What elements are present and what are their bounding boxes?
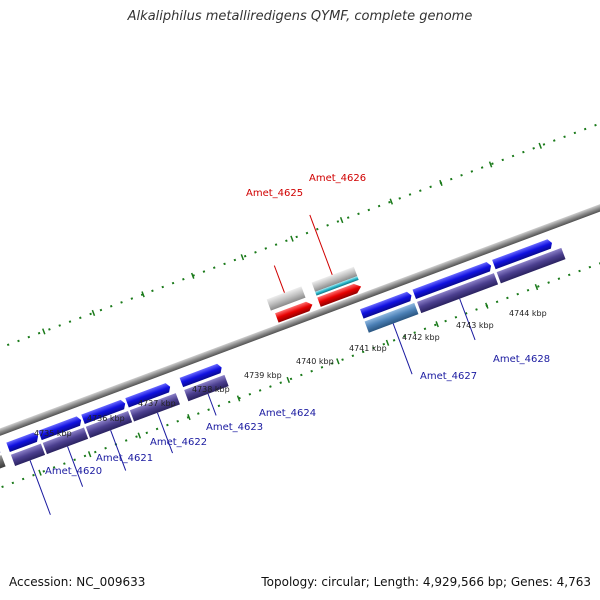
map-title: Alkaliphilus metalliredigens QYMF, compl…	[127, 9, 473, 24]
gene-amet-4621-cds[interactable]	[38, 415, 83, 441]
gene-amet-4620-feature[interactable]	[10, 443, 46, 467]
genome-backbone	[0, 190, 600, 450]
gene-label-amet-4622[interactable]: Amet_4622	[150, 437, 207, 448]
kbp-label: 4741 kbp	[349, 344, 387, 353]
kbp-label: 4742 kbp	[402, 333, 440, 342]
gene-amet-4628-cds[interactable]	[412, 261, 493, 300]
map-track	[0, 118, 600, 515]
gene-labels: Amet_4620 Amet_4621 Amet_4622 Amet_4623 …	[45, 173, 550, 477]
leader-lines	[29, 214, 476, 515]
gene-amet-4623-cds[interactable]	[125, 382, 172, 408]
gene-label-amet-4626[interactable]: Amet_4626	[309, 173, 366, 184]
gene-amet-4626-feature[interactable]	[311, 266, 358, 292]
kbp-label: 4737 kbp	[138, 399, 176, 408]
kbp-labels: 4735 kbp 4736 kbp 4737 kbp 4738 kbp 4739…	[34, 309, 547, 438]
outer-tick-ring	[0, 118, 600, 374]
inner-tick-ring	[0, 241, 600, 496]
gene-label-amet-4627[interactable]: Amet_4627	[420, 371, 477, 382]
gene-amet-4627-feature[interactable]	[364, 302, 419, 333]
gene-label-amet-4620[interactable]: Amet_4620	[45, 466, 102, 477]
accession-text: Accession: NC_009633	[9, 575, 146, 589]
inner-feature-track	[0, 238, 566, 478]
genome-summary-text: Topology: circular; Length: 4,929,566 bp…	[261, 575, 591, 589]
gene-amet-4625-feature[interactable]	[266, 286, 306, 311]
kbp-label: 4744 kbp	[509, 309, 547, 318]
gene-cds[interactable]	[492, 238, 554, 270]
gene-feature[interactable]	[496, 247, 566, 284]
gene-label-amet-4623[interactable]: Amet_4623	[206, 422, 263, 433]
gene-amet-4626-cds[interactable]	[317, 282, 363, 307]
gene-amet-4628-feature[interactable]	[417, 273, 499, 314]
kbp-label: 4740 kbp	[296, 357, 334, 366]
gene-amet-4623-feature[interactable]	[129, 393, 180, 422]
gene-label-amet-4628[interactable]: Amet_4628	[493, 354, 550, 365]
gene-label-amet-4621[interactable]: Amet_4621	[96, 453, 153, 464]
gene-label-amet-4624[interactable]: Amet_4624	[259, 408, 316, 419]
gene-feature[interactable]	[0, 455, 6, 478]
gene-amet-4620-cds[interactable]	[6, 431, 39, 452]
gene-amet-4624-cds[interactable]	[179, 363, 224, 388]
gene-label-amet-4625[interactable]: Amet_4625	[246, 188, 303, 199]
kbp-label: 4735 kbp	[34, 429, 72, 438]
gene-amet-4622-feature[interactable]	[85, 411, 133, 439]
kbp-label: 4739 kbp	[244, 371, 282, 380]
gene-amet-4625-cds[interactable]	[275, 300, 314, 323]
gene-amet-4626-rna[interactable]	[315, 276, 359, 296]
gene-amet-4624-feature[interactable]	[184, 374, 229, 402]
kbp-label: 4738 kbp	[192, 385, 230, 394]
gene-amet-4622-cds[interactable]	[81, 399, 127, 424]
kbp-label: 4743 kbp	[456, 321, 494, 330]
kbp-label: 4736 kbp	[87, 414, 125, 423]
outer-feature-track	[266, 266, 363, 323]
gene-amet-4627-cds[interactable]	[360, 291, 413, 319]
gene-amet-4621-feature[interactable]	[42, 427, 89, 455]
